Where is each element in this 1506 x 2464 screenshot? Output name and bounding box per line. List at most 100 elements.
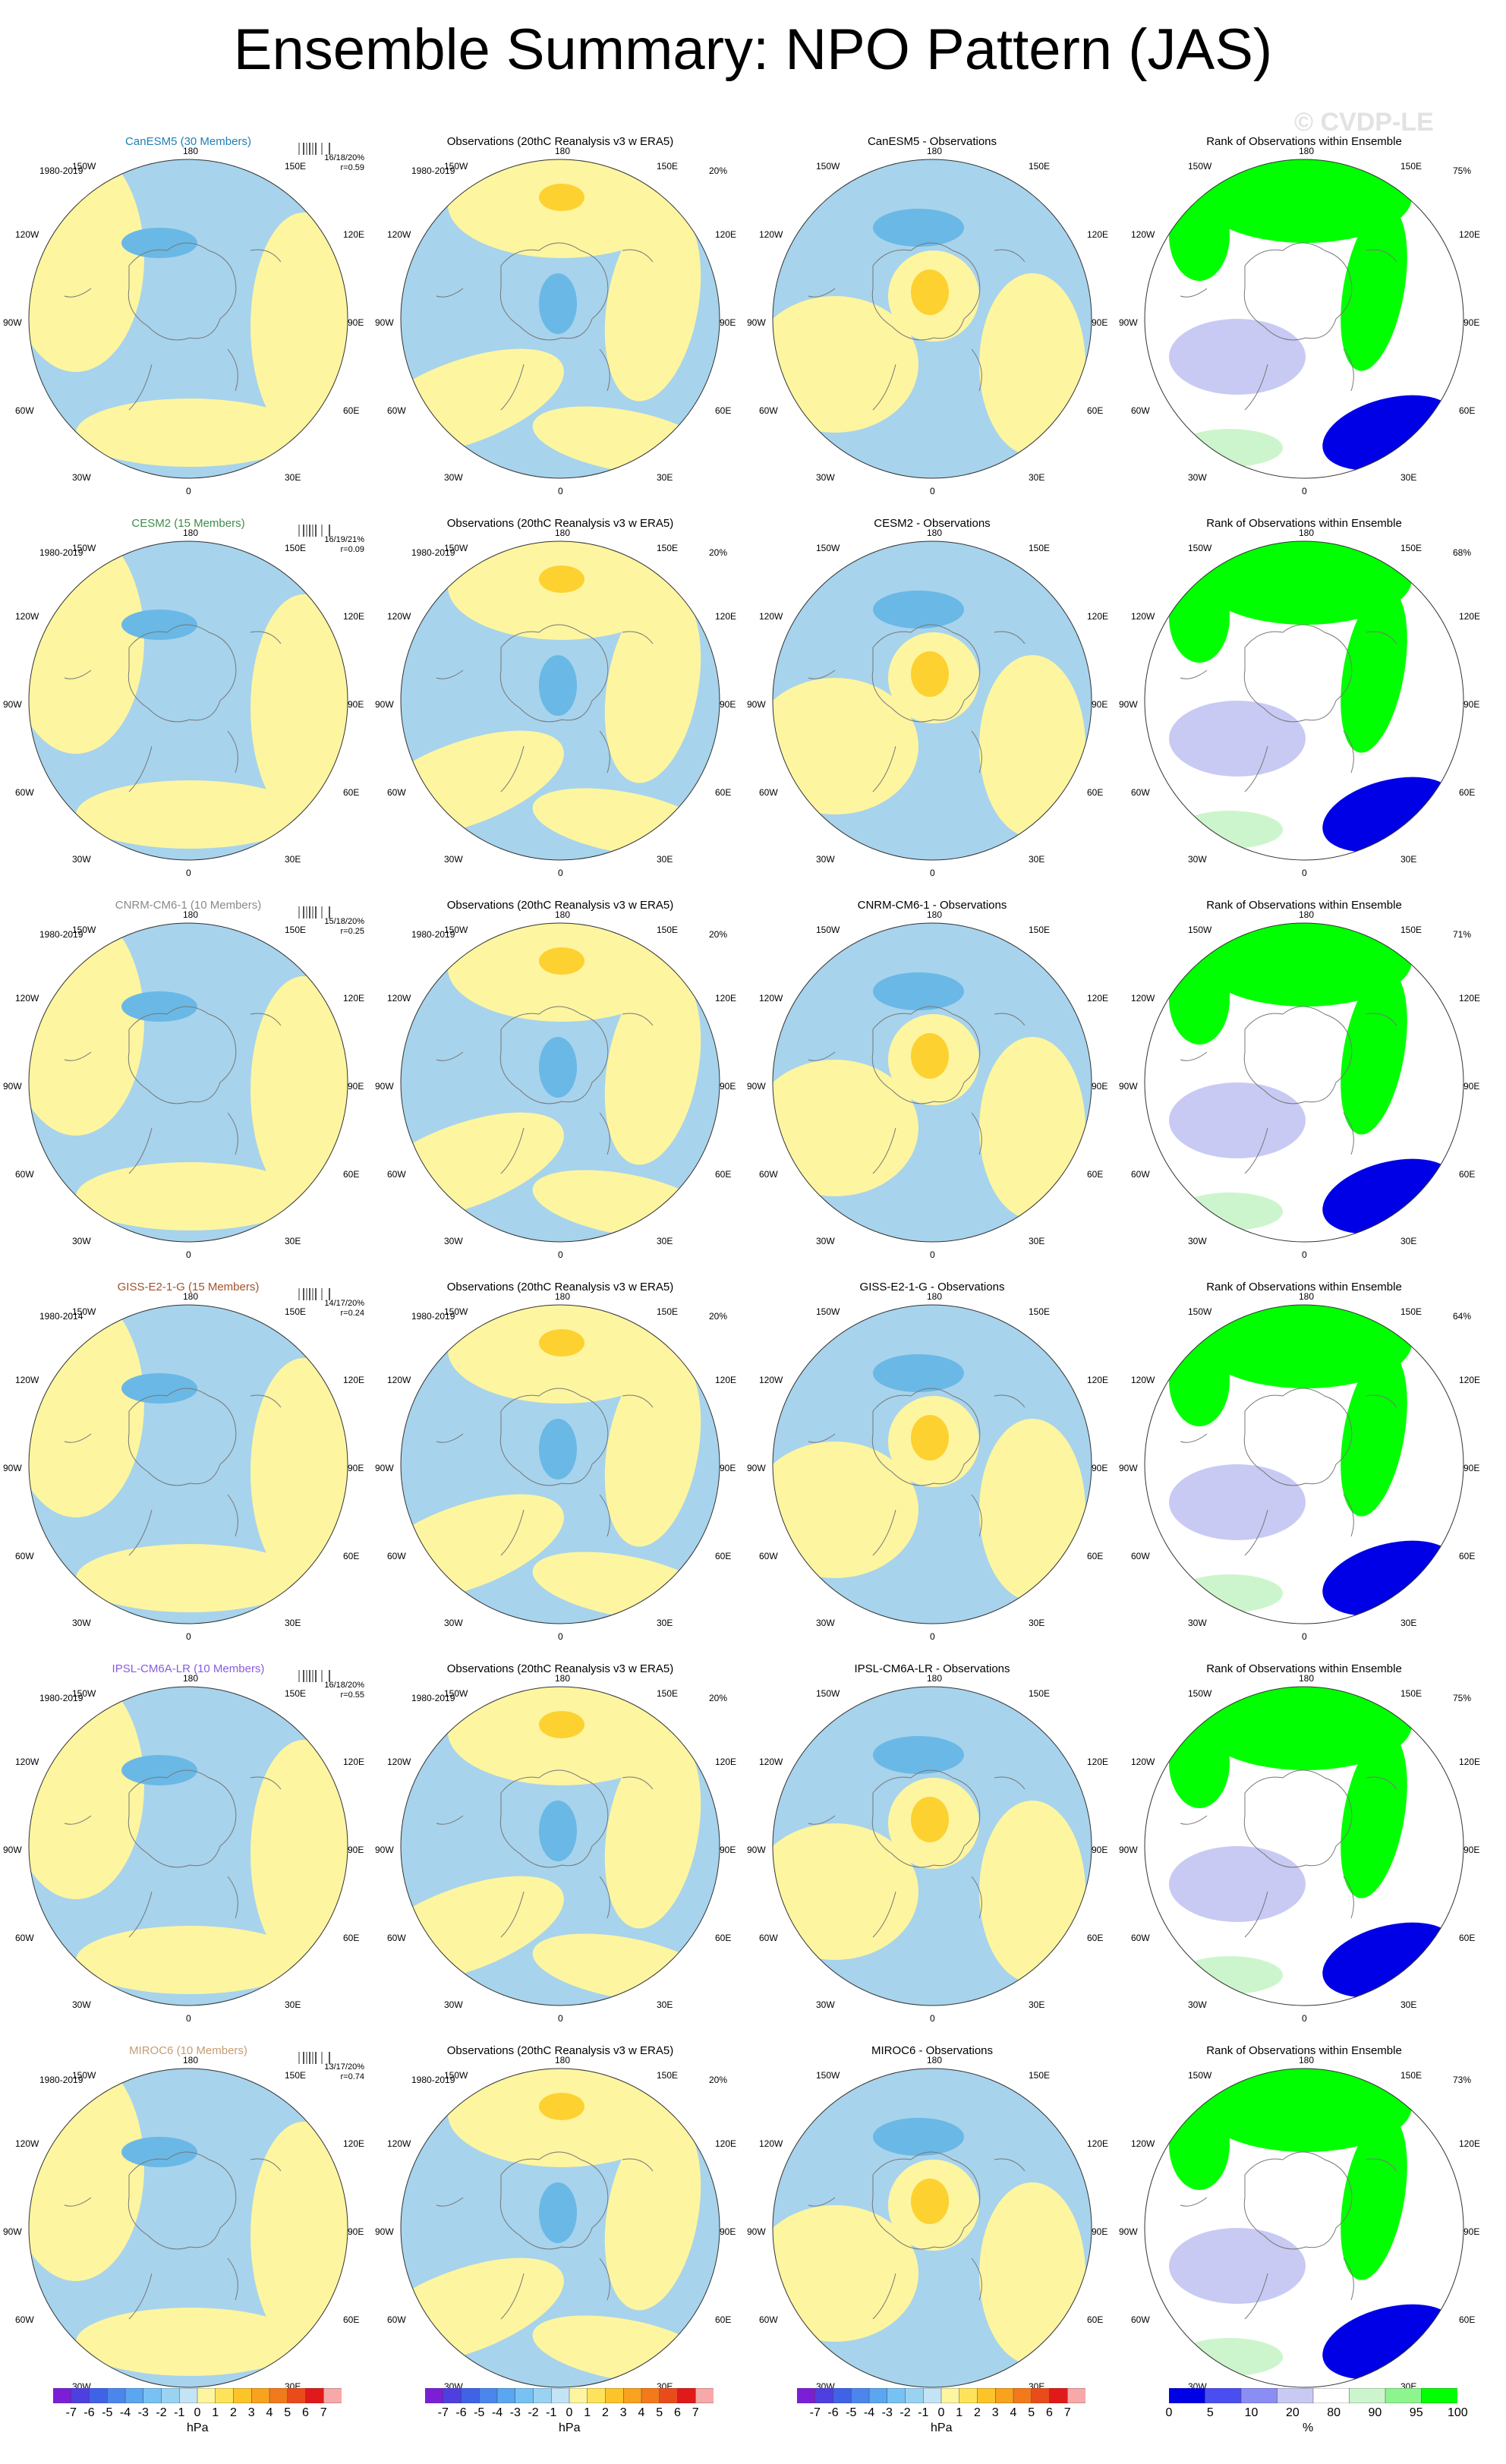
colorbar-swatch [269, 2387, 288, 2404]
panel-title: Observations (20thC Reanalysis v3 w ERA5… [446, 135, 674, 148]
colorbar-swatch [305, 2387, 324, 2404]
panel-title: Rank of Observations within Ensemble [1206, 1281, 1402, 1293]
map-tick-30E: 30E [285, 472, 301, 483]
colorbar-tick: -6 [827, 2406, 839, 2419]
colorbar-swatch [551, 2387, 570, 2404]
positive-region [76, 1544, 304, 1612]
map-tick-180: 180 [183, 909, 199, 920]
panel-diff-row1: CESM2 - Observations 180 0 150W 150E 120W 120E… [744, 496, 1120, 879]
map-tick-60E: 60E [343, 2314, 360, 2325]
colorbar-rank: 0 5 10 20 80 90 95 100% [1166, 2387, 1468, 2434]
map-tick-90W: 90W [375, 1081, 394, 1092]
map-tick-30W: 30W [1188, 472, 1207, 483]
map-tick-180: 180 [1299, 146, 1315, 156]
map-tick-120W: 120W [1131, 1757, 1155, 1767]
map-tick-60W: 60W [387, 405, 406, 416]
negative-core [539, 273, 577, 334]
map-tick-30E: 30E [657, 1236, 673, 1246]
map-tick-0: 0 [558, 1249, 563, 1260]
positive-region [76, 1162, 304, 1230]
map-tick-120W: 120W [15, 611, 39, 622]
stats-label: 16/19/21% r=0.09 [319, 535, 364, 555]
map-tick-60E: 60E [1459, 1933, 1476, 1943]
colorbar-swatch [1067, 2387, 1086, 2404]
colorbar-tick: 4 [638, 2406, 645, 2419]
map-tick-60E: 60E [715, 1551, 732, 1561]
colorbar-tick: 80 [1327, 2406, 1341, 2419]
map-tick-150E: 150E [1029, 543, 1051, 553]
map-tick-30W: 30W [72, 1236, 91, 1246]
map-tick-150W: 150W [444, 1688, 468, 1699]
panel-model-row5: MIROC6 (10 Members) 1980-2019 13/17/20% r=0… [0, 2023, 376, 2406]
map-tick-90E: 90E [1092, 699, 1108, 710]
polar-map [772, 2068, 1092, 2388]
negative-core [121, 2137, 197, 2167]
map-tick-30W: 30W [444, 1999, 463, 2010]
colorbar-swatch [533, 2387, 552, 2404]
map-tick-150W: 150W [444, 925, 468, 935]
figure-title: Ensemble Summary: NPO Pattern (JAS) [233, 17, 1273, 82]
map-tick-60E: 60E [715, 1169, 732, 1180]
polar-map [772, 1304, 1092, 1624]
map-tick-120W: 120W [387, 1757, 411, 1767]
map-tick-150W: 150W [816, 925, 840, 935]
map-tick-90E: 90E [1092, 1463, 1108, 1473]
pattern-correlation: r=0.55 [340, 1690, 365, 1700]
coastline [1180, 2151, 1397, 2320]
colorbar-unit: hPa [559, 2421, 581, 2434]
map-tick-60W: 60W [759, 1551, 778, 1561]
map-tick-180: 180 [927, 1673, 943, 1684]
panel-obs-row5: Observations (20thC Reanalysis v3 w ERA5… [372, 2023, 748, 2406]
colorbar-swatch [695, 2387, 714, 2404]
stats-percentiles: 13/17/20% [324, 2062, 364, 2072]
map-tick-60E: 60E [715, 1933, 732, 1943]
panel-title: CNRM-CM6-1 (10 Members) [115, 899, 262, 912]
map-tick-90W: 90W [375, 1463, 394, 1473]
map-tick-90W: 90W [1119, 2226, 1138, 2237]
map-tick-150W: 150W [444, 161, 468, 172]
rank-high-region [1341, 2115, 1407, 2280]
map-tick-120W: 120W [759, 1375, 783, 1385]
panel-title: Observations (20thC Reanalysis v3 w ERA5… [446, 517, 674, 530]
map-tick-30W: 30W [72, 472, 91, 483]
map-tick-150E: 150E [1029, 161, 1051, 172]
map-tick-150W: 150W [72, 1306, 96, 1317]
negative-core [121, 1373, 197, 1404]
panel-obs-row4: Observations (20thC Reanalysis v3 w ERA5… [372, 1641, 748, 2024]
colorbar-tick: 0 [194, 2406, 201, 2419]
map-tick-150E: 150E [1400, 1306, 1423, 1317]
map-boundary [28, 2068, 348, 2388]
rank-high-region [1169, 953, 1230, 1045]
positive-region [76, 780, 304, 849]
rank-mid-region [1177, 1574, 1283, 1612]
map-tick-0: 0 [1302, 1631, 1307, 1642]
map-tick-90E: 90E [720, 1463, 736, 1473]
period-label: 1980-2019 [39, 929, 83, 940]
polar-map [1144, 540, 1464, 861]
map-tick-0: 0 [930, 2013, 935, 2024]
map-tick-60W: 60W [1131, 405, 1150, 416]
period-label: 1980-2019 [411, 547, 455, 558]
map-tick-120W: 120W [759, 993, 783, 1004]
colorbar-tick: 6 [674, 2406, 681, 2419]
map-tick-90E: 90E [1463, 317, 1480, 328]
map-tick-30E: 30E [1400, 1618, 1417, 1628]
colorbar-tick: -4 [119, 2406, 131, 2419]
panel-model-row1: CESM2 (15 Members) 1980-2019 16/19/21% r=0.… [0, 496, 376, 879]
negative-core [539, 1419, 577, 1479]
rank-percentage: 71% [1452, 929, 1471, 940]
map-tick-30E: 30E [1029, 1236, 1045, 1246]
map-tick-0: 0 [186, 1249, 191, 1260]
colorbar-swatches [796, 2387, 1086, 2404]
coastline [808, 242, 1026, 411]
map-tick-120E: 120E [343, 1757, 365, 1767]
panel-obs-row3: Observations (20thC Reanalysis v3 w ERA5… [372, 1259, 748, 1643]
panel-obs-row1: Observations (20thC Reanalysis v3 w ERA5… [372, 496, 748, 879]
colorbar-swatch [143, 2387, 162, 2404]
map-tick-60W: 60W [759, 787, 778, 798]
pattern-correlation: r=0.25 [340, 927, 365, 936]
map-tick-120W: 120W [759, 1757, 783, 1767]
map-tick-150W: 150W [816, 1306, 840, 1317]
map-boundary [1144, 1304, 1464, 1624]
map-tick-150E: 150E [285, 925, 307, 935]
